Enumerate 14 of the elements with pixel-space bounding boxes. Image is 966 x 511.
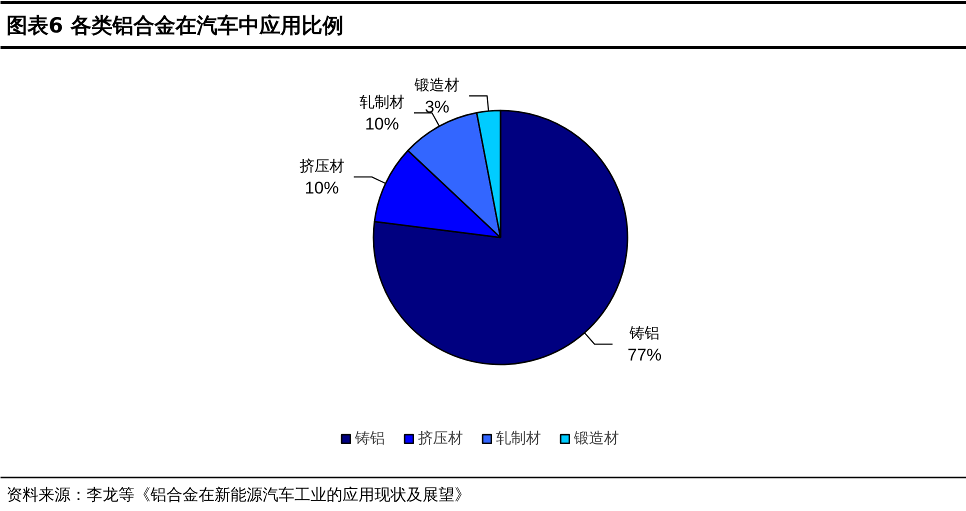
slice-label: 锻造材	[414, 76, 460, 94]
slice-label: 挤压材	[299, 156, 344, 175]
text: 资料来源：李龙等《铝合金在新能源汽车工业的应用现状及展望》	[6, 485, 470, 504]
data-label: 10%	[364, 114, 399, 134]
slice-label: 轧制材	[359, 92, 404, 111]
legend-label: 铸铝	[355, 429, 385, 448]
data-label: 3%	[424, 97, 450, 116]
data-label: 77%	[628, 346, 662, 365]
legend-label: 轧制材	[496, 429, 541, 448]
legend-label: 锻造材	[574, 429, 619, 448]
slice-label: 铸铝	[628, 324, 660, 342]
data-label: 10%	[304, 178, 339, 198]
legend-label: 挤压材	[418, 429, 463, 448]
chart-title: 图表6 各类铝合金在汽车中应用比例	[6, 14, 344, 38]
